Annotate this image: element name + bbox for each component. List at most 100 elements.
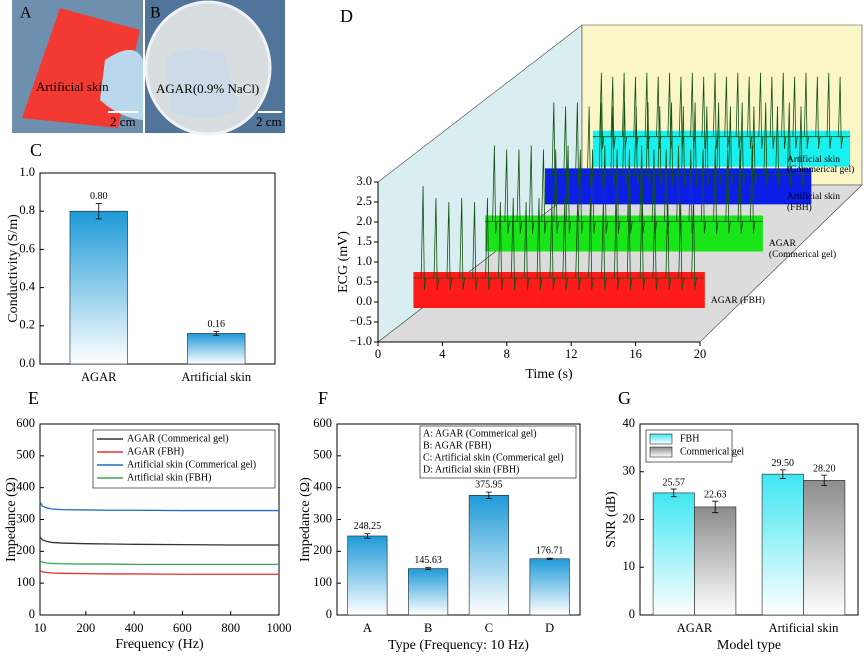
x-tick-label: 200 (76, 621, 95, 635)
plot-frame (39, 172, 276, 365)
ecg-spike (737, 149, 744, 234)
error-bar (213, 331, 220, 336)
x-tick-label: 0 (375, 347, 381, 361)
y-tick-label: 20 (623, 511, 636, 525)
bar (408, 568, 449, 616)
ecg-spike (541, 149, 547, 234)
glove (100, 50, 143, 120)
ecg-spike (758, 72, 764, 149)
x-axis-label: Frequency (Hz) (115, 637, 204, 652)
y-tick-label: 1.0 (356, 254, 372, 268)
y-axis-label: SNR (dB) (604, 491, 619, 548)
x-tick-label: 12 (565, 347, 578, 361)
ecg-spike (712, 72, 719, 149)
y-tick-label: −1.0 (349, 334, 372, 348)
ecg-spike (551, 102, 557, 187)
ecg-spike (634, 106, 640, 187)
y-tick-label: 0.5 (356, 274, 372, 288)
ecg-spike (553, 149, 559, 234)
y-tick-label: 100 (16, 575, 35, 589)
ecg-spike (536, 197, 543, 291)
ecg-spike (724, 76, 730, 149)
ecg-spike (575, 201, 581, 291)
y-tick-label: 0.6 (19, 241, 35, 255)
x-tick-label: B (424, 621, 432, 635)
y-tick-label: 40 (623, 416, 636, 430)
legend-label: FBH (680, 433, 699, 444)
scale-label: 2 cm (110, 114, 136, 129)
value-label: 0.80 (90, 191, 108, 202)
ecg-spike (826, 72, 832, 149)
x-tick-label: D (545, 621, 554, 635)
x-tick-label: 20 (694, 347, 707, 361)
y-axis-label: Conductivity (S/m) (6, 214, 21, 323)
ecg-spike (626, 201, 633, 291)
error-bar (95, 203, 102, 220)
value-label: 29.50 (772, 458, 795, 469)
ecg-spike (781, 72, 787, 149)
ecg-spike (652, 201, 659, 291)
photo-caption: AGAR(0.9% NaCl) (156, 81, 259, 96)
x-axis-label: Model type (717, 638, 781, 653)
y-tick-label: 0 (326, 607, 332, 621)
x-tick-label: 4 (439, 347, 446, 361)
line (39, 536, 279, 546)
note: C: Artificial skin (Commerical gel) (423, 452, 564, 463)
y-tick-label: 300 (16, 511, 35, 525)
value-label: 22.63 (704, 490, 727, 501)
x-tick-label: AGAR (677, 621, 713, 635)
x-tick-label: 8 (504, 347, 510, 361)
y-tick-label: 400 (313, 480, 332, 494)
ecg-spike (590, 149, 596, 234)
ecg-spike (602, 145, 609, 234)
y-tick-label: 0.8 (19, 203, 35, 217)
note: A: AGAR (Commerical gel) (423, 428, 537, 439)
ecg-spike (678, 201, 684, 291)
y-tick-label: 0.0 (19, 356, 35, 370)
bar (761, 473, 804, 616)
ecg-spike (645, 102, 652, 187)
bar (347, 535, 388, 616)
y-tick-label: 500 (313, 448, 332, 462)
value-label: 375.95 (475, 479, 503, 490)
x-tick-label: Artificial skin (181, 370, 252, 384)
series-label: Artificial skin (Commerical gel) (787, 154, 855, 176)
note: B: AGAR (FBH) (423, 440, 491, 451)
x-axis-label: Type (Frequency: 10 Hz) (388, 638, 529, 653)
x-tick-label: 400 (125, 621, 144, 635)
y-tick-label: 300 (313, 511, 332, 525)
ecg-spike (446, 201, 453, 291)
error-bar (364, 533, 371, 539)
x-tick-label: Artificial skin (769, 621, 840, 635)
y-tick-label: 10 (623, 559, 636, 573)
bar (652, 492, 695, 616)
ecg-spike (420, 185, 427, 291)
legend-label: AGAR (FBH) (127, 446, 184, 457)
photo-b: B AGAR(0.9% NaCl) 2 cm (144, 0, 285, 136)
ecg-spike (665, 197, 672, 291)
ecg-spike (716, 102, 722, 187)
ecg-spike (803, 72, 809, 149)
ecg-spike (528, 145, 535, 234)
y-tick-label: 0.4 (19, 279, 35, 293)
ecg-spike (510, 197, 517, 291)
value-label: 28.20 (813, 463, 836, 474)
x-tick-label: 16 (629, 347, 642, 361)
y-tick-label: 1.0 (19, 165, 35, 179)
bar (694, 506, 737, 616)
y-tick-label: 400 (16, 480, 35, 494)
ecg-spike (485, 197, 491, 291)
ecg-spike (735, 72, 741, 149)
ecg-spike (769, 76, 775, 149)
y-tick-label: 0 (29, 607, 35, 621)
error-bar (779, 469, 786, 479)
y-tick-label: 30 (623, 464, 636, 478)
ecg-spike (678, 76, 684, 149)
y-tick-label: 2.0 (356, 214, 372, 228)
ecg-spike (749, 145, 756, 234)
y-axis-label: Impedance (Ω) (4, 477, 19, 562)
signal-band (413, 272, 705, 308)
panel-label: C (30, 140, 42, 160)
ecg-spike (588, 197, 594, 291)
